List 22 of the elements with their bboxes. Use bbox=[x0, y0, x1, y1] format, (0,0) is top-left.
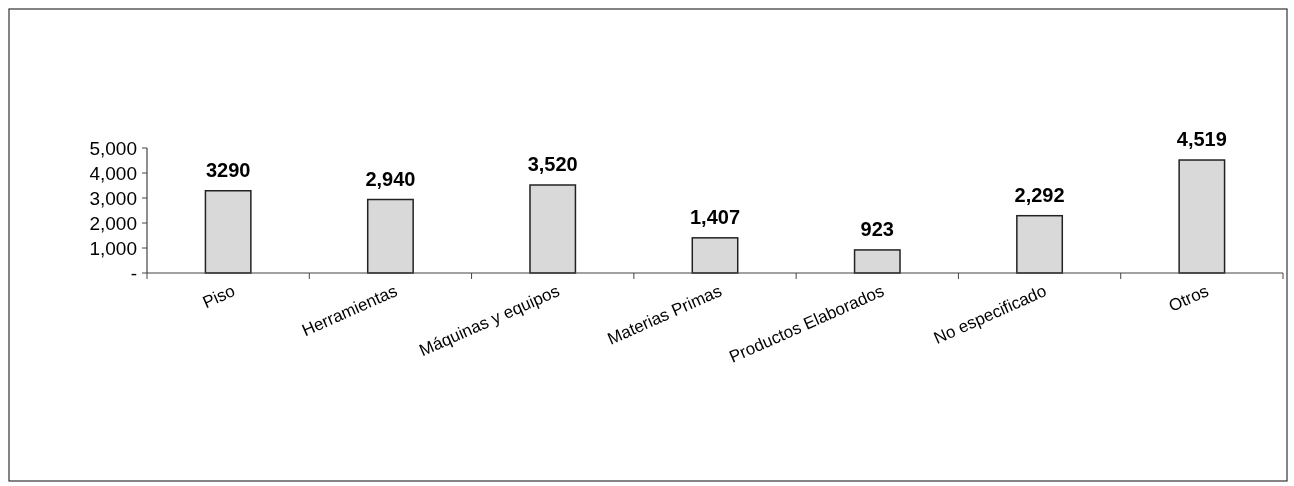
data-label: 923 bbox=[860, 217, 894, 240]
data-label: 3290 bbox=[205, 158, 251, 181]
y-tick-label: 5,000 bbox=[89, 137, 137, 159]
bar bbox=[1016, 214, 1064, 274]
bar bbox=[691, 237, 739, 274]
data-label: 1,407 bbox=[689, 205, 741, 228]
data-label: 2,940 bbox=[365, 167, 416, 190]
y-tick-label: 4,000 bbox=[89, 162, 137, 184]
bar bbox=[529, 184, 577, 274]
y-tick-label: - bbox=[130, 262, 137, 284]
bar bbox=[204, 190, 252, 274]
x-tick-label: Piso bbox=[199, 281, 238, 313]
y-tick-label: 2,000 bbox=[89, 212, 137, 234]
bar bbox=[853, 249, 901, 274]
x-tick-label: Otros bbox=[1165, 281, 1212, 316]
data-label: 4,519 bbox=[1176, 128, 1227, 151]
data-label: 3,520 bbox=[527, 153, 578, 175]
y-tick-label: 1,000 bbox=[89, 237, 137, 259]
bar bbox=[366, 198, 414, 274]
bar bbox=[1178, 159, 1226, 274]
y-tick-label: 3,000 bbox=[89, 187, 137, 209]
data-label: 2,292 bbox=[1014, 183, 1065, 206]
